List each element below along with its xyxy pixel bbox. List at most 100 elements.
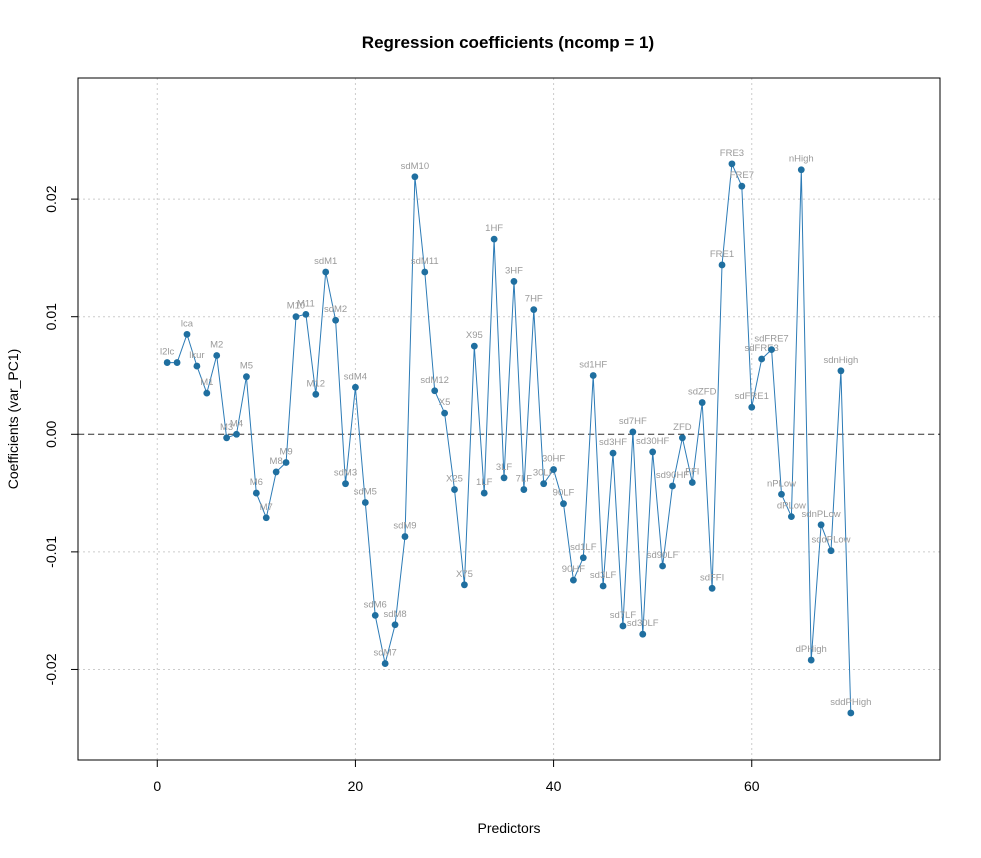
point-label-90LF: 90LF [553, 488, 575, 499]
point-label-sdFFI: sdFFI [700, 572, 724, 583]
point-label-M7: M7 [260, 502, 273, 513]
point-label-ZFD: ZFD [673, 422, 692, 433]
data-point-M10 [292, 313, 300, 321]
plot-frame [77, 77, 941, 761]
data-point-sddPHigh [847, 709, 855, 717]
data-point-7HF [530, 306, 538, 314]
data-point-sd30LF [639, 630, 647, 638]
point-label-sdZFD: sdZFD [688, 387, 717, 398]
point-label-M4: M4 [230, 418, 243, 429]
point-label-sdM12: sdM12 [420, 375, 449, 386]
point-label-M5: M5 [240, 361, 253, 372]
point-label-X25: X25 [446, 474, 463, 485]
point-label-sdM4: sdM4 [344, 371, 367, 382]
point-label-X75: X75 [456, 569, 473, 580]
point-label-dPLow: dPLow [777, 501, 806, 512]
point-label-FFI: FFI [685, 466, 699, 477]
data-point-sdM12 [431, 387, 439, 395]
data-point-3LF [500, 474, 508, 482]
point-label-7HF: 7HF [525, 294, 543, 305]
data-point-sd3HF [609, 449, 617, 457]
data-point-dPLow [787, 513, 795, 520]
data-point-M6 [252, 489, 260, 497]
point-label-M9: M9 [279, 447, 292, 458]
data-point-sddPLow [827, 547, 835, 555]
point-label-sdM5: sdM5 [354, 486, 377, 497]
data-point-sdM4 [352, 383, 359, 391]
x-axis: 0 20 40 60 [153, 760, 760, 794]
data-point-FRE3 [728, 160, 736, 168]
data-point-X5 [441, 409, 448, 417]
point-label-sddPLow: sddPLow [811, 535, 850, 546]
data-point-FFI [688, 479, 696, 486]
point-label-sdM3: sdM3 [334, 468, 357, 479]
point-label-sd1LF: sd1LF [570, 542, 597, 553]
data-point-30LF [540, 480, 548, 488]
data-point-30HF [550, 466, 557, 473]
point-label-M12: M12 [307, 378, 325, 389]
point-label-30HF: 30HF [542, 454, 565, 465]
point-label-sd1HF: sd1HF [579, 359, 607, 370]
data-point-M12 [312, 390, 320, 398]
point-label-M8: M8 [270, 456, 283, 467]
data-point-sdM8 [391, 621, 399, 629]
point-label-sdM1: sdM1 [314, 256, 337, 267]
point-label-sddPHigh: sddPHigh [830, 697, 871, 708]
data-point-7LF [520, 486, 528, 493]
point-label-sdFRE7: sdFRE7 [754, 334, 788, 345]
point-label-sd3LF: sd3LF [590, 570, 617, 581]
data-point-lca [183, 330, 191, 338]
y-tick-label-1: -0.01 [43, 536, 59, 568]
data-point-sdM9 [401, 533, 409, 540]
point-label-M3: M3 [220, 422, 233, 433]
point-label-M2: M2 [210, 340, 223, 351]
points [163, 160, 855, 717]
point-label-7LF: 7LF [516, 474, 533, 485]
point-label-sd90LF: sd90LF [647, 550, 679, 561]
data-point-sdnHigh [837, 367, 845, 375]
data-point-M5 [243, 373, 250, 381]
data-point-sdM11 [421, 268, 429, 276]
y-tick-label-4: 0.02 [43, 185, 59, 212]
data-point-sdnPLow [817, 521, 825, 529]
point-label-sdnPLow: sdnPLow [802, 509, 841, 520]
data-point-l2lc [163, 359, 171, 366]
point-label-3HF: 3HF [505, 265, 523, 276]
point-label-30LF: 30LF [533, 468, 555, 479]
x-tick-label-3: 60 [744, 778, 760, 794]
point-label-sdFRE3: sdFRE3 [744, 343, 778, 354]
point-label-1HF: 1HF [485, 223, 503, 234]
point-label-sdM2: sdM2 [324, 304, 347, 315]
y-axis: -0.02 -0.01 0.00 0.01 0.02 [43, 185, 78, 685]
point-label-M10: M10 [287, 301, 305, 312]
data-point-X25 [451, 486, 458, 493]
series-polyline [167, 161, 852, 714]
point-label-3LF: 3LF [496, 462, 513, 473]
data-point-M11 [302, 310, 310, 318]
point-label-M6: M6 [250, 477, 263, 488]
chart-title: Regression coefficients (ncomp = 1) [362, 33, 654, 52]
data-point-M1 [203, 389, 211, 397]
x-tick-label-1: 20 [348, 778, 364, 794]
y-tick-label-3: 0.01 [43, 303, 59, 330]
data-point-sd7LF [619, 622, 627, 630]
data-point-nHigh [797, 166, 805, 174]
data-point-FRE1 [718, 261, 726, 269]
series-line [167, 161, 852, 714]
point-label-sd30LF: sd30LF [627, 618, 659, 629]
point-label-sd30HF: sd30HF [636, 436, 669, 447]
y-tick-label-0: -0.02 [43, 653, 59, 685]
data-point-lkur [193, 362, 201, 370]
data-point-sd90LF [659, 562, 666, 570]
data-point-M3 [223, 434, 231, 442]
data-point-sdFRE3 [758, 355, 766, 363]
data-point-90HF [570, 576, 577, 584]
data-point-sd3LF [599, 582, 607, 590]
x-tick-label-2: 40 [546, 778, 562, 794]
point-label-lca: lca [181, 318, 194, 329]
data-point-sdZFD [698, 399, 706, 406]
point-label-sdM8: sdM8 [383, 609, 406, 620]
point-label-sdM9: sdM9 [393, 521, 416, 532]
data-point-sdFFI [708, 584, 716, 592]
point-label-1LF: 1LF [476, 477, 493, 488]
